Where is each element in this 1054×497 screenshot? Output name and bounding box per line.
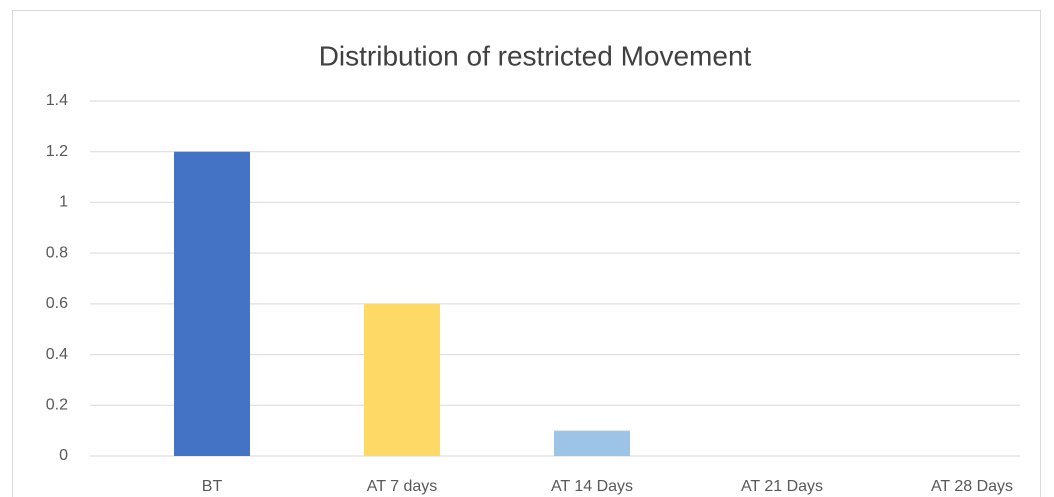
y-tick-label: 0 xyxy=(59,447,68,464)
y-tick-label: 1 xyxy=(59,194,68,211)
x-tick-label: AT 7 days xyxy=(367,478,438,495)
y-tick-label: 1.4 xyxy=(46,92,68,109)
y-tick-label: 0.6 xyxy=(46,295,68,312)
y-tick-label: 0.8 xyxy=(46,244,68,261)
x-tick-label: BT xyxy=(202,478,223,495)
y-tick-label: 1.2 xyxy=(46,143,68,160)
bar xyxy=(364,303,440,456)
chart-title: Distribution of restricted Movement xyxy=(319,40,752,71)
y-tick-label: 0.2 xyxy=(46,397,68,414)
x-tick-label: AT 21 Days xyxy=(741,478,823,495)
y-tick-label: 0.4 xyxy=(46,346,68,363)
x-tick-label: AT 28 Days xyxy=(931,478,1013,495)
chart-frame xyxy=(12,10,1041,497)
bar xyxy=(174,151,250,456)
bar xyxy=(554,430,630,456)
x-tick-label: AT 14 Days xyxy=(551,478,633,495)
